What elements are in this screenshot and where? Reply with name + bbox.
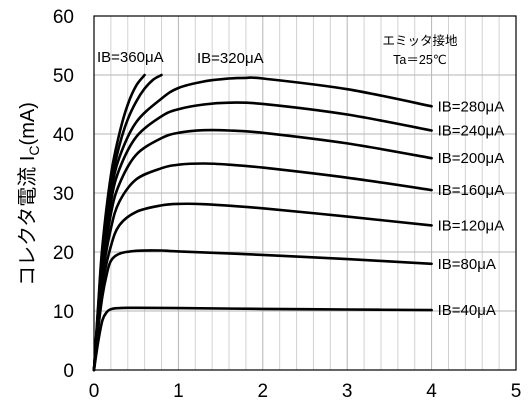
annotation-note1: エミッタ接地 xyxy=(382,33,458,48)
x-tick-label: 5 xyxy=(511,381,522,402)
y-tick-label: 30 xyxy=(53,184,74,205)
y-tick-label: 50 xyxy=(53,66,74,87)
series-curve-0 xyxy=(92,306,433,372)
x-tick-label: 4 xyxy=(426,381,437,402)
annotation-note2: Ta＝25℃ xyxy=(393,53,447,67)
series-label-5: IB=240μA xyxy=(438,122,505,139)
series-curves xyxy=(92,73,433,372)
y-tick-label: 60 xyxy=(53,7,74,28)
y-tick-label: 40 xyxy=(53,125,74,146)
series-label-4: IB=200μA xyxy=(438,150,505,167)
series-label-6: IB=280μA xyxy=(438,98,505,115)
grid xyxy=(94,16,516,370)
x-tick-label: 3 xyxy=(342,381,353,402)
series-label-3: IB=160μA xyxy=(438,182,505,199)
series-label-2: IB=120μA xyxy=(438,217,505,234)
series-label-8: IB=360μA xyxy=(97,49,164,66)
y-axis-label-unit: (mA) xyxy=(17,102,39,145)
plot-frame xyxy=(93,15,517,371)
y-tick-label: 10 xyxy=(53,302,74,323)
series-label-7: IB=320μA xyxy=(197,50,264,67)
y-axis-label-main: コレクタ電流 I xyxy=(16,156,39,286)
x-tick-label: 0 xyxy=(89,381,100,402)
x-tick-label: 1 xyxy=(173,381,184,402)
series-label-0: IB=40μA xyxy=(438,302,496,319)
series-curve-8 xyxy=(92,73,146,372)
series-label-1: IB=80μA xyxy=(438,256,496,273)
y-axis-label: コレクタ電流 IC(mA) xyxy=(16,102,42,286)
y-tick-label: 20 xyxy=(53,243,74,264)
y-axis-label-sub: C xyxy=(26,145,42,155)
y-tick-label: 0 xyxy=(63,361,74,382)
series-labels: IB=40μA IB=80μA IB=120μA IB=160μA IB=200μA IB… xyxy=(97,49,504,319)
series-curve-1 xyxy=(92,249,433,372)
x-tick-label: 2 xyxy=(258,381,269,402)
